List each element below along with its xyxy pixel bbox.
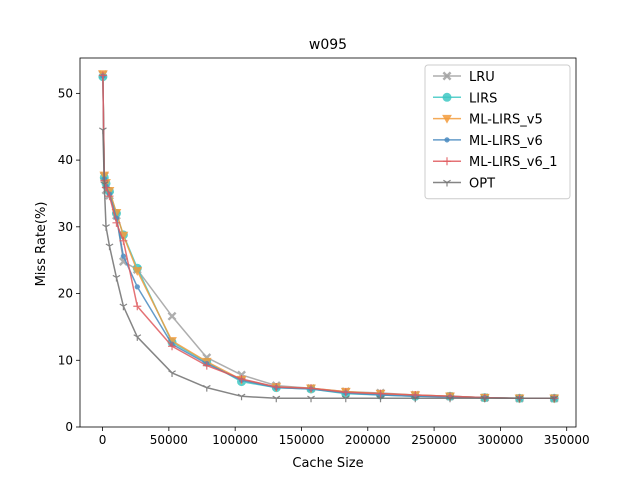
data-point-marker [102,183,111,192]
legend-entry: ML-LIRS_v6 [433,134,543,149]
legend-marker [442,92,452,102]
y-tick-label: 30 [58,220,73,234]
data-point-marker [444,137,450,143]
x-tick-label: 350000 [544,433,590,447]
data-point-marker [442,71,452,81]
data-point-marker [118,257,128,266]
x-tick-label: 300000 [478,433,524,447]
data-point-marker [550,395,559,403]
data-point-marker [442,114,452,124]
data-point-marker [119,236,128,245]
data-point-marker [167,311,177,321]
plot-frame-border [79,57,577,428]
y-tick-label: 40 [58,153,73,167]
legend-label: ML-LIRS_v5 [469,113,543,128]
y-axis-label: Miss Rate(%) [34,202,49,287]
data-point-marker [112,274,121,282]
data-point-marker [515,395,524,403]
legend-entry: LRU [433,70,495,85]
data-point-marker [102,224,110,231]
data-point-marker [112,218,121,227]
data-point-marker [446,395,454,403]
legend-entry: OPT [433,177,495,192]
chart-title: w095 [309,37,347,53]
y-tick-label: 10 [58,353,73,367]
data-point-marker [134,284,140,290]
data-point-marker [105,243,114,251]
legend-marker [443,157,451,166]
data-point-marker [133,334,142,341]
data-point-marker [411,395,420,403]
data-point-marker [132,267,143,276]
data-point-marker [272,395,281,403]
legend-label: LIRS [469,91,497,106]
legend-label: LRU [469,70,495,85]
legend-marker [442,114,452,124]
data-point-marker [443,179,451,187]
series-opt [98,127,559,403]
legend-box [424,64,571,200]
legend-marker [444,137,450,143]
data-point-marker [341,388,350,397]
data-point-marker [105,192,114,201]
x-tick-label: 200000 [345,433,391,447]
data-point-marker [237,374,246,383]
y-tick-label: 50 [58,86,73,100]
legend-marker [443,179,451,187]
data-point-marker [376,395,385,403]
data-point-marker [376,389,385,398]
data-point-marker [480,395,489,403]
y-tick-label: 0 [65,420,73,434]
legend-entry: ML-LIRS_v5 [433,113,543,128]
series-ml-lirs-v6-1 [98,71,559,403]
legend-label: OPT [469,177,495,192]
plot-axes: 0 50000 100000 150000 200000 250000 300000 3500… [58,86,590,447]
data-point-marker [443,157,451,166]
y-tick-label: 20 [58,287,73,301]
x-tick-label: 250000 [411,433,457,447]
data-point-marker [442,92,452,102]
data-point-marker [98,127,107,135]
data-point-marker [168,370,176,377]
legend-entry: LIRS [433,91,497,106]
legend: LRU LIRS ML-LIRS_v5 ML-LIRS_v6 ML-LIRS_v6_1 O… [424,64,571,200]
legend-entry: ML-LIRS_v6_1 [433,155,558,170]
data-point-marker [237,393,246,401]
data-point-marker [168,342,177,351]
x-tick-label: 50000 [150,433,188,447]
legend-label: ML-LIRS_v6_1 [469,155,558,170]
legend-marker [442,71,452,81]
data-point-marker [341,395,350,403]
data-point-marker [98,71,107,80]
data-point-marker [119,303,128,311]
x-tick-label: 100000 [212,433,258,447]
data-point-marker [133,302,142,311]
legend-label: ML-LIRS_v6 [469,134,543,149]
data-point-marker [120,253,127,259]
plot-frame [79,57,577,428]
data-point-marker [307,384,316,393]
data-point-marker [202,384,211,392]
data-point-marker [307,395,315,403]
data-point-marker [202,361,211,370]
x-tick-label: 150000 [279,433,325,447]
x-axis-label: Cache Size [292,456,363,471]
x-tick-label: 0 [99,433,107,447]
data-point-marker [272,382,281,391]
plot-series [98,70,560,404]
data-point-marker [100,181,109,189]
